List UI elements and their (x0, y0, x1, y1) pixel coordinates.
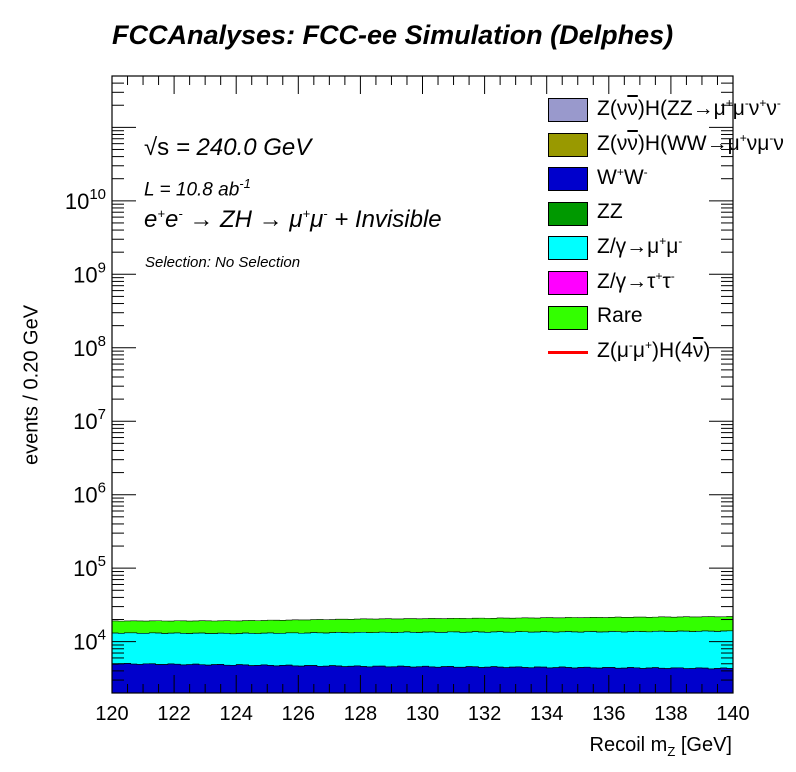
y-tick-label: 1010 (65, 186, 106, 214)
x-axis-label-main: Recoil m (589, 734, 668, 756)
legend-entry-hzz: Z(νν)H(ZZ→μ+μ-ν+ν- (548, 94, 796, 129)
y-tick-label: 109 (73, 259, 106, 287)
legend-entry-rare: Rare (548, 302, 796, 337)
annotation-selection: Selection: No Selection (145, 254, 301, 271)
legend-swatch (548, 305, 588, 330)
y-tick-label: 104 (73, 627, 106, 655)
legend-label: Z(νν)H(WW→μ+νμ-ν (597, 130, 784, 155)
y-tick-label: 108 (73, 333, 106, 361)
legend-swatch (548, 201, 588, 226)
x-tick-label: 120 (95, 703, 128, 725)
legend-entry-signal: Z(μ-μ+)H(4ν) (548, 336, 796, 371)
legend-label: Z(μ-μ+)H(4ν) (597, 338, 711, 363)
y-tick-label: 107 (73, 406, 106, 434)
x-tick-label: 134 (530, 703, 563, 725)
x-tick-label: 128 (344, 703, 377, 725)
legend-entry-zz: ZZ (548, 198, 796, 233)
legend-label: Z(νν)H(ZZ→μ+μ-ν+ν- (597, 96, 781, 120)
x-axis-label: Recoil mZ [GeV] (590, 734, 732, 759)
process-part-d: μ (310, 206, 324, 233)
legend-swatch (548, 98, 588, 122)
annotation-lumi: L = 10.8 ab-1 (144, 176, 251, 201)
x-tick-label: 138 (654, 703, 687, 725)
process-part-a: e (144, 206, 158, 233)
legend-swatch (548, 132, 588, 157)
y-tick-label: 106 (73, 480, 106, 508)
y-tick-label: 105 (73, 553, 106, 581)
x-tick-label: 130 (406, 703, 439, 725)
x-tick-label: 126 (282, 703, 315, 725)
legend-label: ZZ (597, 199, 623, 223)
legend-entry-zmumu: Z/γ→μ+μ- (548, 232, 796, 267)
x-axis-label-sub: Z (667, 744, 676, 759)
chart-title: FCCAnalyses: FCC-ee Simulation (Delphes) (112, 20, 674, 50)
legend: Z(νν)H(ZZ→μ+μ-ν+ν- Z(νν)H(WW→μ+νμ-ν W+W-… (548, 94, 796, 371)
x-tick-label: 122 (157, 703, 190, 725)
legend-label: Rare (597, 303, 643, 327)
legend-entry-hww: Z(νν)H(WW→μ+νμ-ν (548, 129, 796, 164)
x-tick-label: 124 (220, 703, 253, 725)
legend-swatch (548, 236, 588, 261)
lumi-text: L = 10.8 ab (144, 179, 240, 201)
process-part-e: + Invisible (327, 206, 442, 233)
tick-labels: 120 122 124 126 128 130 132 134 136 138 140 104 105 1… (65, 186, 750, 725)
y-axis-label: events / 0.20 GeV (20, 304, 43, 466)
legend-swatch (548, 167, 588, 192)
annotation-sqrt-s: √s = 240.0 GeV (144, 134, 311, 162)
legend-label: Z/γ→μ+μ- (597, 234, 683, 259)
legend-entry-ww: W+W- (548, 163, 796, 198)
x-tick-label: 132 (468, 703, 501, 725)
annotation-process: e+e- → ZH → μ+μ- + Invisible (144, 206, 442, 233)
process-part-b: e (164, 206, 179, 233)
legend-line-swatch (548, 351, 588, 355)
legend-entry-ztautau: Z/γ→τ+τ- (548, 267, 796, 302)
legend-label: W+W- (597, 165, 648, 190)
process-part-c: → ZH → μ (182, 206, 303, 233)
lumi-exponent: -1 (239, 176, 251, 191)
legend-label: Z/γ→τ+τ- (597, 268, 675, 293)
legend-swatch (548, 270, 588, 295)
x-tick-label: 136 (592, 703, 625, 725)
sqrt-s-symbol: √s (144, 134, 170, 161)
sqrt-s-value: = 240.0 GeV (169, 134, 312, 161)
x-axis-label-unit: [GeV] (675, 734, 732, 756)
tick-marks (111, 75, 734, 694)
x-tick-label: 140 (716, 703, 749, 725)
